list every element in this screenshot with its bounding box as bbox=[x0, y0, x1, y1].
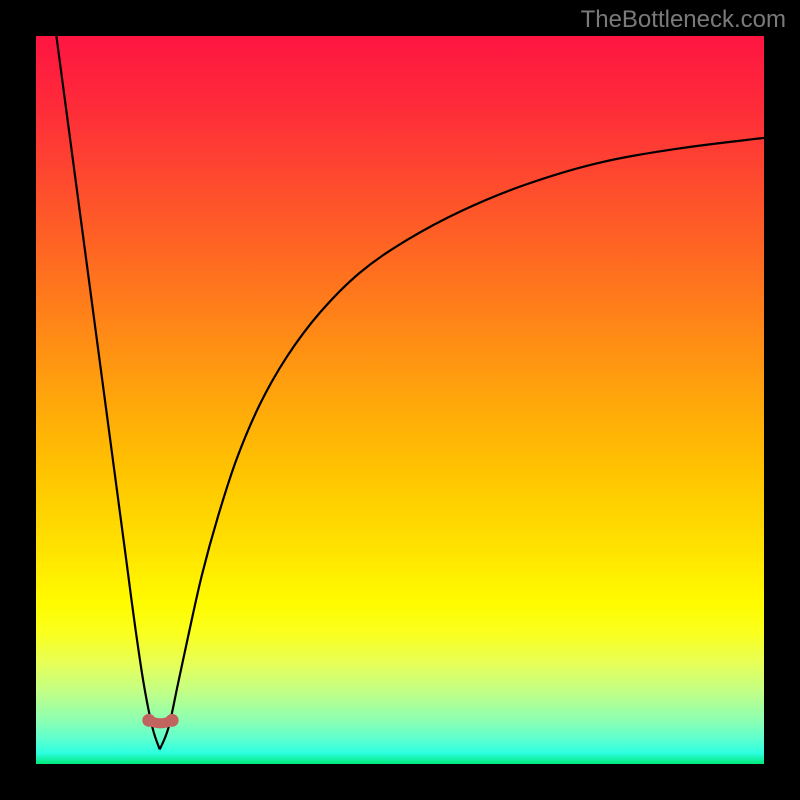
bottleneck-curve-plot bbox=[0, 0, 800, 800]
minimum-marker-right bbox=[166, 714, 178, 726]
chart-frame: TheBottleneck.com bbox=[0, 0, 800, 800]
minimum-marker-left bbox=[143, 714, 155, 726]
gradient-background bbox=[36, 36, 764, 764]
watermark-text: TheBottleneck.com bbox=[581, 6, 786, 34]
